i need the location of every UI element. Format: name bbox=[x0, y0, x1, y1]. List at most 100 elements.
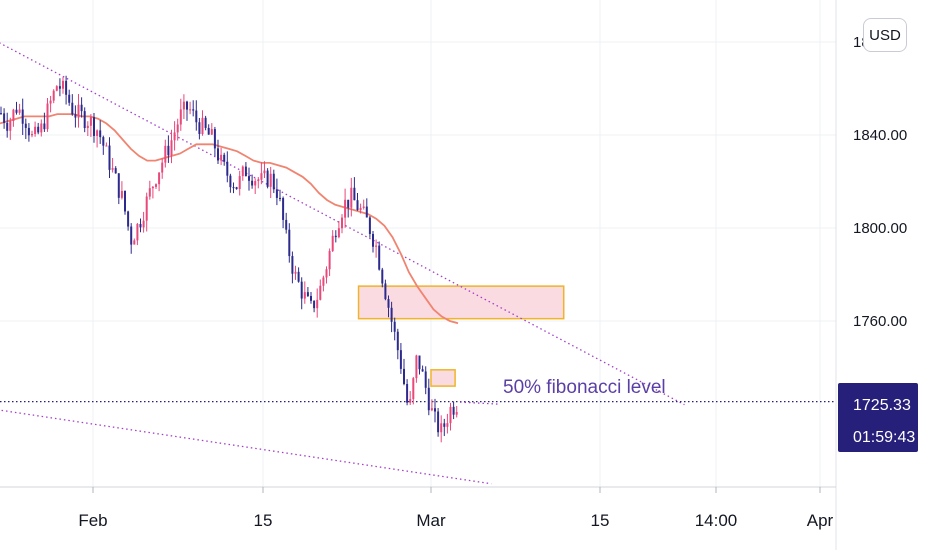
candle-body bbox=[127, 211, 130, 227]
candle-body bbox=[201, 117, 204, 134]
candle-body bbox=[440, 423, 443, 433]
candle-body bbox=[341, 217, 343, 229]
grid bbox=[0, 0, 836, 487]
candle-body bbox=[285, 219, 288, 230]
candle-body bbox=[142, 220, 145, 228]
candle-body bbox=[257, 179, 260, 182]
candle-body bbox=[427, 387, 430, 411]
candle-body bbox=[449, 406, 452, 424]
candle-body bbox=[325, 269, 328, 278]
candle-body bbox=[164, 145, 167, 163]
candle-body bbox=[176, 124, 179, 133]
candle-body bbox=[195, 110, 198, 123]
candle-body bbox=[396, 331, 399, 351]
candle-body bbox=[223, 154, 226, 162]
candle-body bbox=[455, 412, 458, 415]
candle-body bbox=[384, 283, 387, 300]
candle-body bbox=[362, 206, 365, 208]
candle-body bbox=[155, 184, 157, 187]
candle-body bbox=[148, 188, 151, 197]
time-tick-label: Apr bbox=[807, 511, 834, 530]
candle-body bbox=[217, 148, 219, 161]
candle-body bbox=[399, 350, 402, 369]
candle-body bbox=[3, 113, 6, 123]
candle-body bbox=[71, 102, 74, 115]
candle-body bbox=[409, 399, 412, 403]
time-tick-label: Mar bbox=[416, 511, 446, 530]
fibonacci-connector bbox=[459, 401, 499, 405]
candle-body bbox=[111, 168, 114, 170]
candle-body bbox=[430, 408, 433, 411]
candle-body bbox=[434, 408, 436, 412]
candle-body bbox=[151, 186, 154, 189]
candle-body bbox=[359, 207, 362, 211]
candle-body bbox=[452, 406, 455, 415]
candle-body bbox=[21, 109, 24, 124]
candle-body bbox=[353, 187, 356, 201]
candle-body bbox=[334, 235, 337, 238]
candle-body bbox=[294, 271, 297, 274]
currency-button[interactable]: USD bbox=[863, 18, 907, 52]
candle-body bbox=[288, 229, 291, 257]
last-price-badge: 1725.33 01:59:43 bbox=[838, 383, 918, 452]
candle-body bbox=[170, 140, 173, 156]
candle-body bbox=[31, 134, 33, 136]
candle-body bbox=[375, 245, 378, 247]
candle-body bbox=[102, 137, 105, 146]
candle-body bbox=[406, 384, 409, 403]
candle-body bbox=[108, 145, 111, 170]
candle-body bbox=[24, 123, 27, 128]
candle-body bbox=[120, 190, 123, 198]
candle-body bbox=[393, 321, 396, 332]
candle-body bbox=[93, 117, 95, 136]
candle-body bbox=[40, 123, 43, 133]
candle-body bbox=[248, 176, 250, 181]
candle-body bbox=[272, 173, 275, 190]
candle-body bbox=[89, 117, 92, 126]
candle-body bbox=[260, 173, 263, 180]
candle-body bbox=[173, 132, 176, 141]
candle-body bbox=[58, 86, 61, 89]
candle-body bbox=[328, 250, 331, 270]
candle-body bbox=[275, 189, 278, 198]
candle-body bbox=[130, 226, 133, 245]
candle-body bbox=[297, 271, 300, 282]
candle-body bbox=[244, 166, 247, 177]
candle-body bbox=[133, 240, 136, 245]
candle-body bbox=[266, 170, 269, 187]
candle-body bbox=[86, 125, 89, 129]
candle-body bbox=[105, 145, 108, 147]
candle-body bbox=[207, 127, 210, 135]
candle-body bbox=[27, 127, 30, 136]
candle-body bbox=[282, 198, 285, 220]
candle-body bbox=[446, 423, 449, 427]
last-price-value: 1725.33 bbox=[853, 397, 911, 414]
candle-body bbox=[254, 181, 257, 186]
candle-body bbox=[83, 111, 86, 129]
time-tick-label: Feb bbox=[78, 511, 107, 530]
candle-body bbox=[9, 121, 12, 131]
candle-body bbox=[12, 109, 15, 122]
trendline bbox=[0, 42, 685, 406]
candle-body bbox=[77, 104, 80, 118]
candle-body bbox=[0, 113, 2, 115]
time-axis[interactable]: Feb 15 Mar 15 14:00 Apr bbox=[78, 487, 834, 530]
candle-body bbox=[350, 187, 353, 208]
candle-body bbox=[387, 299, 390, 308]
candle-body bbox=[74, 114, 77, 118]
candle-body bbox=[424, 371, 427, 388]
candle-body bbox=[62, 80, 64, 89]
candle-body bbox=[381, 269, 384, 284]
candle-body bbox=[372, 233, 374, 247]
price-tick-label: 1800.00 bbox=[853, 220, 907, 237]
candle-body bbox=[161, 162, 164, 173]
candle-body bbox=[241, 166, 244, 177]
candle-body bbox=[114, 168, 117, 174]
candle-body bbox=[99, 130, 102, 138]
annotations: 50% fibonacci level bbox=[503, 377, 666, 398]
candle-body bbox=[136, 224, 139, 241]
candle-body bbox=[198, 122, 201, 134]
